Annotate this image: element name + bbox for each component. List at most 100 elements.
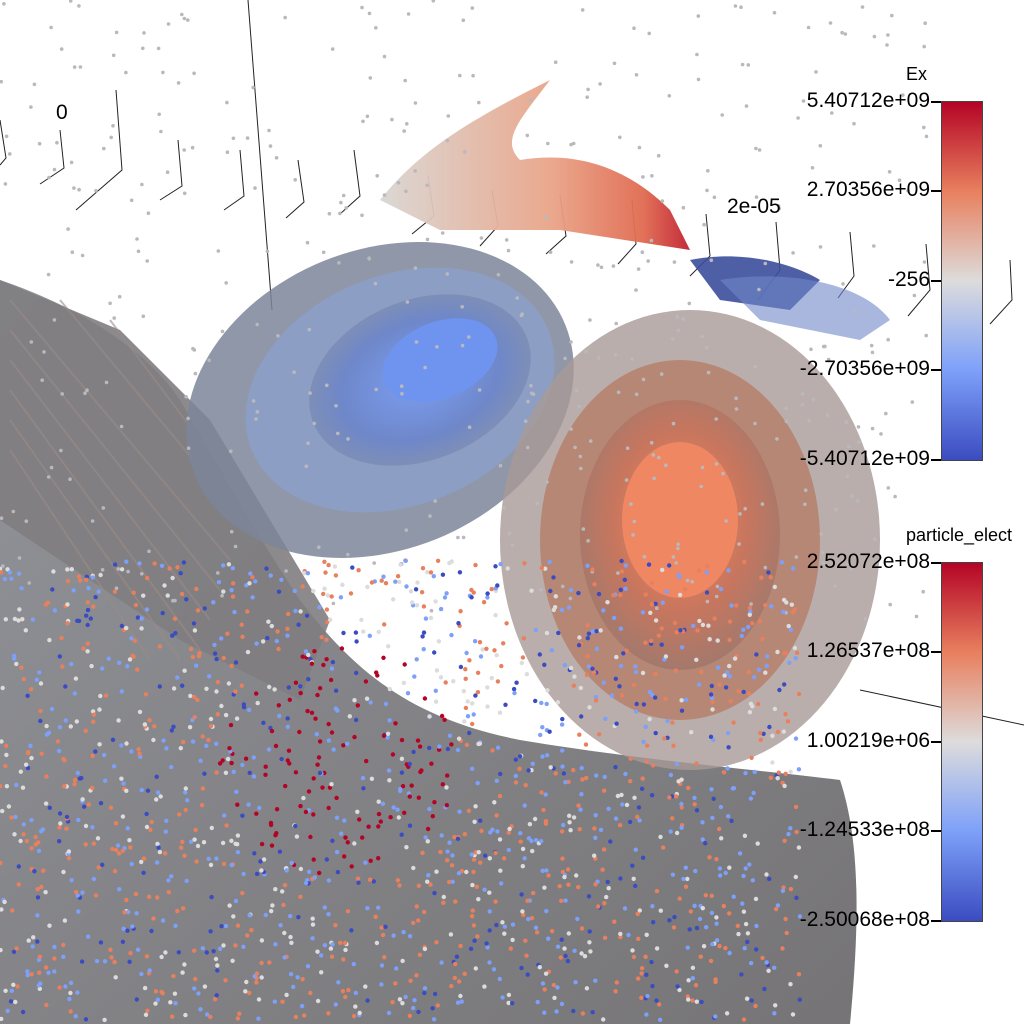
particle bbox=[326, 738, 332, 743]
particle bbox=[671, 925, 677, 930]
particle bbox=[639, 971, 644, 976]
particle bbox=[285, 716, 290, 721]
particle bbox=[334, 404, 338, 408]
particle bbox=[767, 876, 772, 882]
particle bbox=[760, 955, 765, 961]
particle bbox=[35, 913, 40, 918]
particle bbox=[425, 183, 429, 188]
particle bbox=[572, 674, 577, 679]
particle bbox=[330, 942, 335, 947]
particle bbox=[259, 868, 264, 873]
particle bbox=[772, 10, 777, 15]
particle bbox=[221, 589, 226, 594]
particle bbox=[434, 869, 439, 874]
particle bbox=[636, 936, 641, 941]
particle bbox=[784, 930, 789, 936]
particle bbox=[137, 561, 142, 566]
particle bbox=[298, 866, 304, 872]
particle bbox=[35, 895, 41, 900]
particle bbox=[767, 724, 772, 730]
particle bbox=[326, 805, 331, 811]
particle bbox=[700, 820, 705, 825]
particle bbox=[149, 819, 154, 825]
particle bbox=[686, 785, 691, 791]
particle bbox=[618, 931, 623, 937]
particle bbox=[707, 637, 712, 642]
particle bbox=[308, 990, 313, 996]
particle bbox=[182, 962, 187, 967]
particle bbox=[90, 575, 96, 580]
colorbar-ex-tick: 2.70356e+09 bbox=[806, 178, 930, 201]
particle bbox=[125, 928, 130, 933]
particle bbox=[312, 875, 317, 880]
particle bbox=[240, 813, 245, 818]
particle bbox=[192, 948, 197, 953]
particle bbox=[263, 764, 268, 769]
particle bbox=[657, 1017, 663, 1022]
particle bbox=[342, 940, 348, 946]
particle bbox=[477, 388, 482, 392]
particle bbox=[221, 943, 226, 948]
particle bbox=[365, 906, 370, 911]
particle bbox=[723, 945, 728, 951]
particle bbox=[411, 1005, 416, 1011]
particle bbox=[145, 259, 149, 263]
particle bbox=[268, 822, 274, 828]
particle bbox=[160, 918, 166, 923]
particle bbox=[330, 47, 335, 51]
particle bbox=[494, 922, 499, 928]
particle bbox=[261, 720, 266, 725]
particle bbox=[445, 272, 450, 276]
particle bbox=[129, 636, 134, 641]
particle bbox=[555, 985, 560, 990]
particle bbox=[223, 712, 229, 718]
particle bbox=[703, 841, 708, 846]
particle bbox=[245, 609, 250, 614]
particle bbox=[445, 858, 450, 863]
particle bbox=[144, 824, 150, 830]
particle bbox=[244, 583, 249, 588]
particle bbox=[59, 47, 64, 51]
particle bbox=[668, 772, 674, 778]
particle bbox=[921, 589, 925, 594]
particle bbox=[143, 1012, 149, 1017]
particle bbox=[475, 934, 480, 939]
particle bbox=[604, 894, 609, 900]
particle bbox=[710, 942, 715, 947]
particle bbox=[725, 766, 730, 771]
particle bbox=[576, 803, 581, 808]
particle bbox=[306, 869, 312, 874]
particle bbox=[618, 592, 623, 598]
particle bbox=[172, 991, 178, 996]
particle bbox=[253, 579, 258, 584]
particle bbox=[623, 586, 628, 591]
particle bbox=[742, 559, 747, 564]
particle bbox=[770, 760, 775, 765]
particle bbox=[796, 845, 802, 850]
particle bbox=[156, 845, 161, 850]
particle bbox=[547, 559, 552, 565]
particle bbox=[653, 618, 659, 623]
particle bbox=[461, 535, 466, 540]
particle bbox=[737, 851, 743, 856]
particle bbox=[647, 689, 653, 695]
particle bbox=[458, 993, 463, 999]
particle bbox=[553, 594, 558, 599]
particle bbox=[762, 986, 767, 992]
particle bbox=[61, 942, 66, 948]
particle bbox=[794, 829, 799, 835]
particle bbox=[454, 954, 460, 959]
particle bbox=[563, 953, 568, 959]
particle bbox=[191, 621, 197, 626]
particle bbox=[212, 651, 218, 656]
particle bbox=[182, 853, 187, 858]
particle bbox=[772, 965, 777, 970]
particle bbox=[140, 182, 144, 187]
particle bbox=[52, 944, 57, 950]
particle bbox=[569, 260, 574, 264]
particle bbox=[0, 784, 3, 789]
particle bbox=[155, 790, 161, 795]
particle bbox=[328, 677, 334, 683]
particle bbox=[273, 833, 278, 838]
